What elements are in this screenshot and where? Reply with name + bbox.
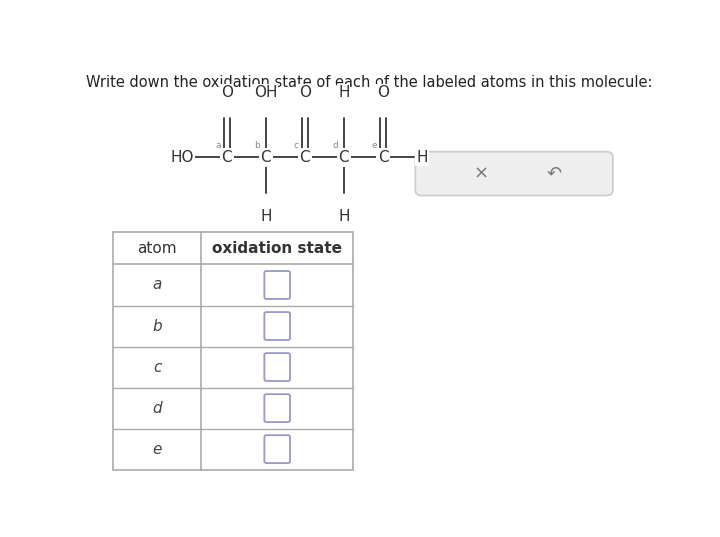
Text: C: C: [338, 150, 349, 165]
Text: a: a: [153, 278, 162, 293]
Text: b: b: [153, 318, 162, 333]
FancyBboxPatch shape: [415, 151, 613, 195]
Text: d: d: [332, 141, 338, 150]
Text: H: H: [338, 209, 350, 224]
Text: H: H: [416, 150, 428, 165]
Text: OH: OH: [254, 85, 277, 99]
Text: oxidation state: oxidation state: [212, 241, 342, 256]
Text: C: C: [377, 150, 388, 165]
Text: c: c: [153, 360, 161, 375]
Text: e: e: [153, 441, 162, 456]
Text: c: c: [294, 141, 298, 150]
Text: e: e: [372, 141, 377, 150]
Text: O: O: [299, 85, 311, 99]
Text: b: b: [254, 141, 260, 150]
Text: a: a: [215, 141, 220, 150]
FancyBboxPatch shape: [264, 353, 290, 381]
Text: Write down the oxidation state of each of the labeled atoms in this molecule:: Write down the oxidation state of each o…: [86, 75, 652, 90]
Text: C: C: [300, 150, 310, 165]
FancyBboxPatch shape: [264, 394, 290, 422]
FancyBboxPatch shape: [264, 435, 290, 463]
Text: H: H: [338, 85, 350, 99]
Text: ↶: ↶: [547, 165, 562, 183]
Text: atom: atom: [138, 241, 177, 256]
Text: d: d: [153, 401, 162, 416]
Text: HO: HO: [171, 150, 194, 165]
Text: C: C: [221, 150, 232, 165]
Text: ×: ×: [473, 165, 488, 183]
FancyBboxPatch shape: [264, 271, 290, 299]
Text: O: O: [221, 85, 233, 99]
Text: O: O: [377, 85, 389, 99]
Text: H: H: [260, 209, 271, 224]
Bar: [114, 232, 354, 470]
Text: C: C: [261, 150, 271, 165]
FancyBboxPatch shape: [264, 312, 290, 340]
